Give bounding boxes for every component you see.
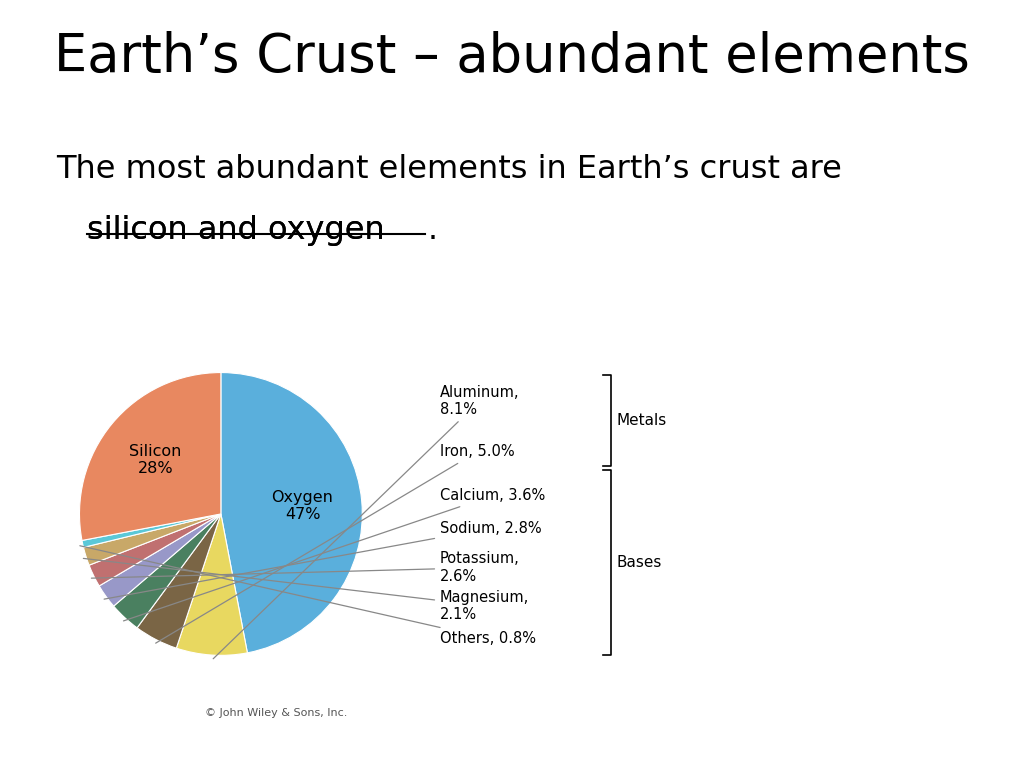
Text: Metals: Metals bbox=[616, 413, 667, 428]
Wedge shape bbox=[137, 514, 221, 648]
Text: Earth’s Crust – abundant elements: Earth’s Crust – abundant elements bbox=[54, 31, 970, 83]
Text: silicon and oxygen: silicon and oxygen bbox=[87, 215, 385, 246]
Text: The most abundant elements in Earth’s crust are: The most abundant elements in Earth’s cr… bbox=[56, 154, 842, 184]
Text: Others, 0.8%: Others, 0.8% bbox=[80, 546, 537, 646]
Wedge shape bbox=[84, 514, 221, 565]
Wedge shape bbox=[80, 372, 221, 541]
Text: © John Wiley & Sons, Inc.: © John Wiley & Sons, Inc. bbox=[205, 708, 347, 718]
Text: Sodium, 2.8%: Sodium, 2.8% bbox=[104, 521, 542, 599]
Text: silicon and oxygen: silicon and oxygen bbox=[87, 215, 385, 246]
Wedge shape bbox=[114, 514, 221, 627]
Text: Aluminum,
8.1%: Aluminum, 8.1% bbox=[213, 385, 519, 659]
Wedge shape bbox=[221, 372, 362, 653]
Text: Magnesium,
2.1%: Magnesium, 2.1% bbox=[83, 558, 529, 622]
Text: Oxygen
47%: Oxygen 47% bbox=[271, 490, 334, 522]
Text: Iron, 5.0%: Iron, 5.0% bbox=[156, 444, 515, 643]
Text: Potassium,
2.6%: Potassium, 2.6% bbox=[91, 551, 520, 584]
Wedge shape bbox=[176, 514, 248, 655]
Text: Calcium, 3.6%: Calcium, 3.6% bbox=[124, 488, 546, 621]
Text: .: . bbox=[428, 215, 438, 246]
Wedge shape bbox=[89, 514, 221, 586]
Text: Silicon
28%: Silicon 28% bbox=[129, 444, 181, 476]
Wedge shape bbox=[99, 514, 221, 606]
Wedge shape bbox=[82, 514, 221, 548]
Text: Bases: Bases bbox=[616, 555, 663, 570]
